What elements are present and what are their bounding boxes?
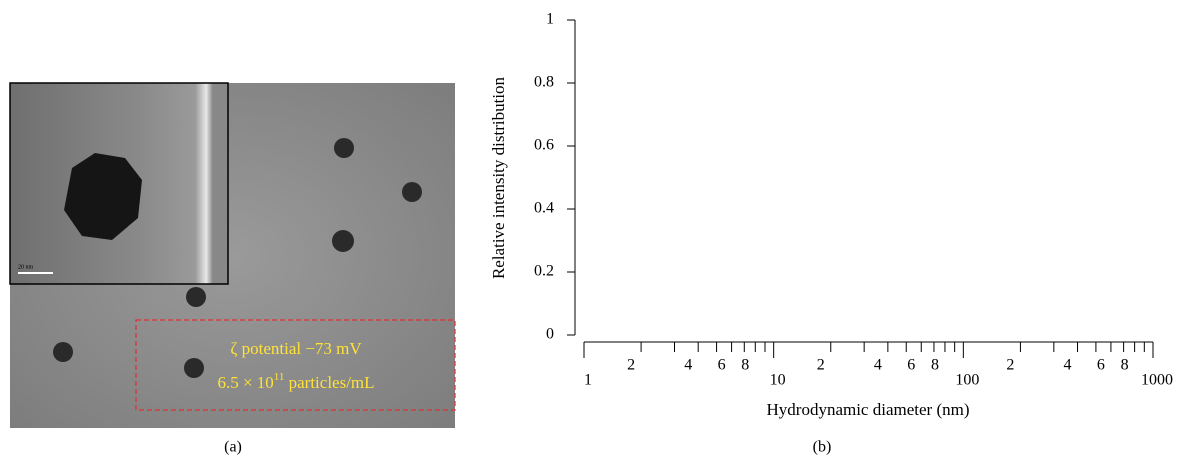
x-tick-label: 6 xyxy=(907,357,915,374)
x-tick-label: 2 xyxy=(1006,357,1014,374)
annotation: 6.5 × 1011 particles/mL xyxy=(217,371,374,392)
x-tick-label: 2 xyxy=(627,357,635,374)
x-tick-label: 10 xyxy=(770,372,786,389)
x-tick-label: 100 xyxy=(955,372,979,389)
y-tick-label: 0.6 xyxy=(534,137,554,154)
y-axis-title: Relative intensity distribution xyxy=(489,76,508,279)
particle xyxy=(184,358,204,378)
x-tick-label: 8 xyxy=(931,357,939,374)
annotation-part: particles/mL xyxy=(284,373,374,392)
x-tick-label: 6 xyxy=(718,357,726,374)
y-tick-label: 1 xyxy=(546,11,554,28)
caption: (a) xyxy=(224,439,242,456)
x-tick-label: 6 xyxy=(1097,357,1105,374)
y-tick-label: 0.4 xyxy=(534,200,554,217)
particle xyxy=(332,230,354,252)
annotation-part: 6.5 × 10 xyxy=(217,373,273,392)
particle xyxy=(402,182,422,202)
annotation: ζ potential −73 mV xyxy=(230,339,362,358)
particle xyxy=(53,342,73,362)
particle xyxy=(334,138,354,158)
x-axis-title: Hydrodynamic diameter (nm) xyxy=(767,400,970,419)
x-tick-label: 1 xyxy=(584,372,592,389)
x-tick-label: 4 xyxy=(1064,357,1072,374)
annotation-box xyxy=(135,319,456,411)
annotation-exponent: 11 xyxy=(274,371,285,383)
tem-image: 20 nm ζ potential −73 mV 6.5 × 1011 part… xyxy=(9,82,456,428)
particle xyxy=(186,287,206,307)
x-tick-label: 1000 xyxy=(1141,372,1173,389)
caption: (b) xyxy=(813,439,832,456)
scale-bar-label: 20 nm xyxy=(18,264,34,270)
x-tick-label: 4 xyxy=(874,357,882,374)
x-tick-label: 8 xyxy=(741,357,749,374)
x-tick-label: 4 xyxy=(684,357,692,374)
y-tick-label: 0.8 xyxy=(534,74,554,91)
y-tick-label: 0 xyxy=(546,326,554,343)
x-tick-label: 8 xyxy=(1121,357,1129,374)
inset-particle xyxy=(64,153,142,240)
y-tick-label: 0.2 xyxy=(534,263,554,280)
x-tick-label: 2 xyxy=(817,357,825,374)
